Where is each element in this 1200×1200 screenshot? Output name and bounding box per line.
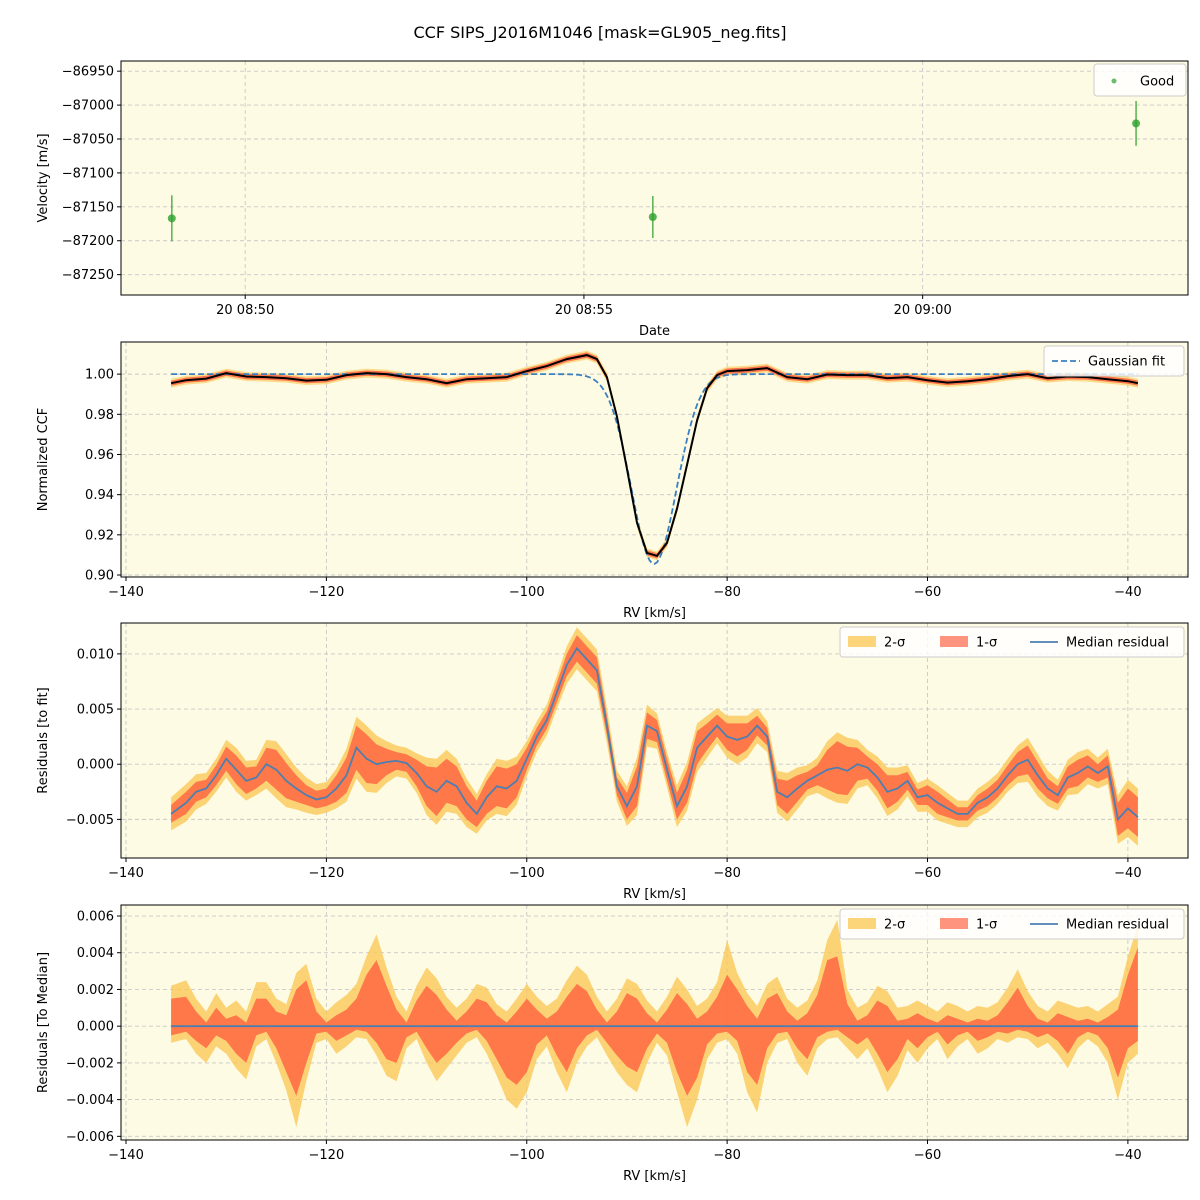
legend-label-1sigma: 1-σ: [976, 636, 997, 651]
x-tick-label: −120: [309, 1148, 345, 1163]
data-point: [167, 214, 176, 223]
legend: 2-σ 1-σ Median residual: [839, 626, 1185, 658]
legend-box: [839, 626, 1185, 658]
y-axis-label: Residuals [to fit]: [36, 687, 51, 793]
y-tick-label: 0.94: [85, 488, 114, 503]
y-axis-label: Normalized CCF: [36, 408, 51, 512]
x-tick-label: 20 09:00: [894, 303, 952, 318]
legend-label-2sigma: 2-σ: [884, 636, 905, 651]
legend: Gaussian fit: [1043, 345, 1185, 377]
y-tick-label: 0.000: [77, 1020, 114, 1035]
legend-label-1sigma: 1-σ: [976, 918, 997, 933]
x-tick-label: −100: [509, 1148, 545, 1163]
x-tick-label: −100: [509, 585, 545, 600]
legend-label-median: Median residual: [1066, 636, 1169, 651]
axes-frame: [120, 60, 1189, 296]
x-tick-label: −40: [1114, 1148, 1141, 1163]
x-tick-label: −100: [509, 866, 545, 881]
data-point: [1132, 119, 1141, 128]
x-tick-label: −60: [914, 1148, 941, 1163]
y-tick-label: −0.005: [66, 813, 114, 828]
y-tick-label: 0.005: [77, 703, 114, 718]
legend-label-gaussian: Gaussian fit: [1088, 355, 1165, 370]
x-tick-label: −120: [309, 866, 345, 881]
y-tick-label: 0.90: [85, 568, 114, 583]
x-tick-label: −40: [1114, 585, 1141, 600]
y-tick-label: −87200: [62, 234, 114, 249]
x-tick-label: −120: [309, 585, 345, 600]
y-tick-label: 0.96: [85, 448, 114, 463]
y-axis-label: Velocity [m/s]: [36, 133, 51, 222]
x-tick-label: −80: [713, 585, 740, 600]
y-tick-label: −87150: [62, 200, 114, 215]
x-axis-label: RV [km/s]: [623, 1169, 686, 1184]
panel-2: −140 −120 −100 −80 −60 −40 0.90 0.92 0.94 0.96 0.9…: [36, 341, 1189, 621]
x-tick-label: 20 08:50: [216, 303, 274, 318]
x-tick-label: −80: [713, 866, 740, 881]
y-tick-label: 0.002: [77, 983, 114, 998]
y-tick-label: 0.004: [77, 946, 114, 961]
x-axis-label: RV [km/s]: [623, 606, 686, 621]
legend-box: [839, 908, 1185, 940]
legend-box: [1043, 345, 1185, 377]
y-tick-label: −87250: [62, 268, 114, 283]
x-axis-label: RV [km/s]: [623, 887, 686, 902]
y-tick-label: 0.000: [77, 758, 114, 773]
gaussian-fit-line: [171, 373, 1138, 565]
legend-box: [1093, 63, 1187, 97]
y-axis-label: Residuals [To Median]: [36, 952, 51, 1093]
residual-1sigma-band: [171, 947, 1138, 1096]
legend-label-median: Median residual: [1066, 918, 1169, 933]
y-tick-label: −86950: [62, 65, 114, 80]
x-axis-label: Date: [639, 324, 670, 339]
axes-frame: [120, 904, 1189, 1141]
median-residual-line: [170, 646, 1139, 822]
panel-3: −140 −120 −100 −80 −60 −40 −0.005 0.000 0.005 0.0…: [36, 622, 1189, 902]
legend-marker-2sigma: [848, 918, 876, 929]
axes-frame: [120, 341, 1189, 578]
legend: 2-σ 1-σ Median residual: [839, 908, 1185, 940]
y-tick-label: −0.002: [66, 1056, 114, 1071]
x-tick-label: −140: [108, 866, 144, 881]
x-tick-label: −80: [713, 1148, 740, 1163]
y-tick-label: −87100: [62, 166, 114, 181]
y-tick-label: 0.98: [85, 408, 114, 423]
x-tick-label: −140: [108, 1148, 144, 1163]
x-tick-label: −60: [914, 585, 941, 600]
data-point: [648, 213, 657, 221]
y-tick-label: −0.004: [66, 1093, 114, 1108]
y-tick-label: −87000: [62, 99, 114, 114]
panel-1: 20 08:50 20 08:55 20 09:00 −86950 −87000 −870…: [36, 60, 1189, 339]
axes-frame: [120, 622, 1189, 859]
x-tick-label: −140: [108, 585, 144, 600]
legend-marker-2sigma: [848, 636, 876, 647]
x-tick-label: −60: [914, 866, 941, 881]
x-tick-label: 20 08:55: [555, 303, 613, 318]
y-tick-label: −0.006: [66, 1130, 114, 1145]
ccf-line: [170, 354, 1139, 558]
x-tick-label: −40: [1114, 866, 1141, 881]
legend-marker-1sigma: [940, 636, 968, 647]
legend-marker-good: [1111, 78, 1117, 84]
y-tick-label: 0.006: [77, 910, 114, 925]
y-tick-label: 1.00: [85, 368, 114, 383]
plot-area: [121, 61, 1188, 295]
y-tick-label: 0.92: [85, 528, 114, 543]
legend-label-2sigma: 2-σ: [884, 918, 905, 933]
residual-1sigma-band: [171, 635, 1138, 837]
panel-4: −140 −120 −100 −80 −60 −40 −0.006 −0.004 −0.002 0…: [36, 904, 1189, 1184]
figure-title: CCF SIPS_J2016M1046 [mask=GL905_neg.fits…: [413, 23, 786, 43]
legend-label-good: Good: [1140, 75, 1174, 90]
legend: Good: [1093, 63, 1187, 97]
legend-marker-1sigma: [940, 918, 968, 929]
y-tick-label: −87050: [62, 133, 114, 148]
y-tick-label: 0.010: [77, 647, 114, 662]
